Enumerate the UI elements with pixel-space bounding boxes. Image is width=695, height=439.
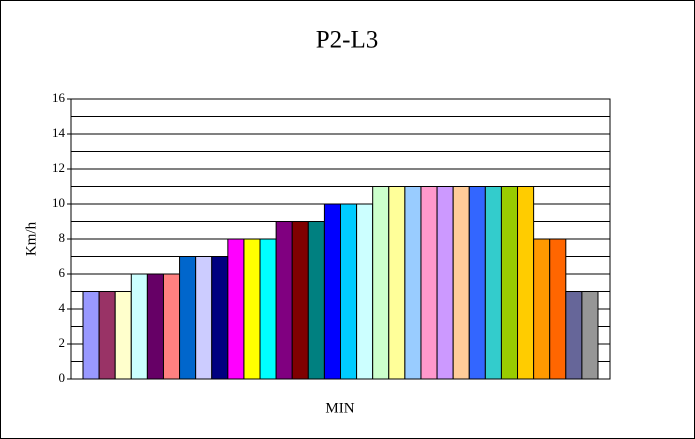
bar bbox=[307, 221, 325, 380]
bar bbox=[82, 291, 100, 380]
bar bbox=[388, 186, 406, 380]
y-tick-label: 16 bbox=[52, 90, 66, 105]
y-tick-label: 4 bbox=[59, 300, 66, 315]
bar bbox=[420, 186, 438, 380]
y-tick-label: 6 bbox=[59, 265, 66, 280]
bar bbox=[517, 186, 535, 380]
bar bbox=[162, 273, 181, 380]
bar bbox=[114, 291, 132, 380]
bar bbox=[468, 186, 486, 380]
bar bbox=[179, 256, 197, 380]
bar bbox=[372, 186, 390, 380]
bar bbox=[565, 291, 583, 380]
bar bbox=[549, 238, 567, 380]
bar bbox=[340, 203, 358, 380]
y-tick-label: 0 bbox=[59, 370, 66, 385]
bar bbox=[259, 238, 277, 380]
bar bbox=[146, 273, 164, 380]
bar bbox=[500, 186, 519, 380]
bar bbox=[533, 238, 551, 380]
chart-title: P2-L3 bbox=[316, 27, 379, 54]
bar bbox=[98, 291, 116, 380]
bar bbox=[291, 221, 309, 380]
bar bbox=[195, 256, 213, 380]
bar bbox=[130, 273, 148, 380]
y-tick-label: 12 bbox=[52, 160, 65, 175]
bar bbox=[484, 186, 502, 380]
bar bbox=[323, 203, 341, 380]
y-tick-label: 2 bbox=[59, 335, 66, 350]
bar bbox=[243, 238, 261, 380]
bar bbox=[404, 186, 422, 380]
bar bbox=[356, 203, 374, 380]
y-tick-label: 8 bbox=[59, 230, 66, 245]
y-axis-label: Km/h bbox=[23, 221, 39, 256]
bar bbox=[436, 186, 454, 380]
bar bbox=[581, 291, 599, 380]
y-tick-label: 14 bbox=[52, 125, 66, 140]
bar bbox=[452, 186, 470, 380]
bar bbox=[227, 238, 245, 380]
y-tick-label: 10 bbox=[52, 195, 65, 210]
bar bbox=[275, 221, 293, 380]
x-axis-label: MIN bbox=[325, 400, 354, 416]
bar bbox=[211, 256, 229, 380]
